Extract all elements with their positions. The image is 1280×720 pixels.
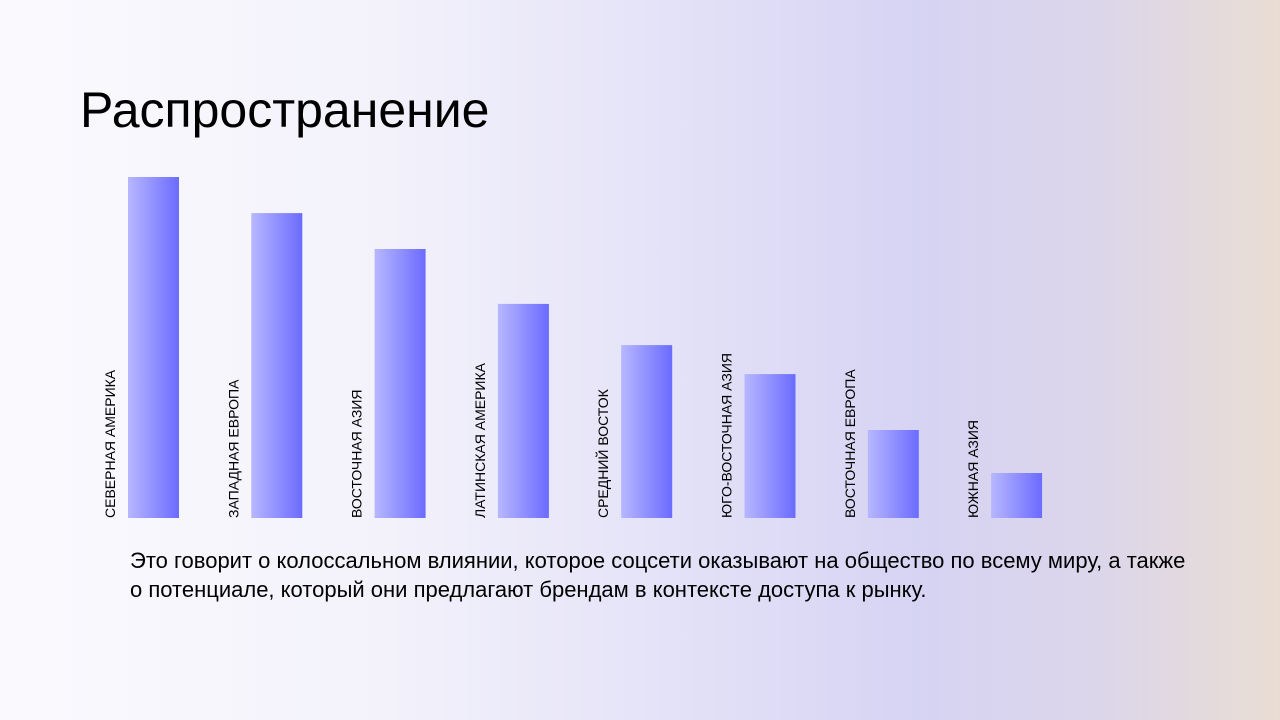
category-label-8: ЮЖНАЯ АЗИЯ <box>965 420 981 518</box>
bar-8 <box>991 473 1043 518</box>
category-label-5: СРЕДНИЙ ВОСТОК <box>594 388 611 518</box>
category-label-4: ЛАТИНСКАЯ АМЕРИКА <box>472 362 488 518</box>
bar-3 <box>374 249 426 518</box>
bar-4 <box>497 303 549 518</box>
slide-title: Распространение <box>80 82 490 138</box>
slide-caption: Это говорит о колоссальном влиянии, кото… <box>130 548 1186 602</box>
category-label-2: ЗАПАДНАЯ ЕВРОПА <box>225 379 241 518</box>
bar-2 <box>251 213 303 518</box>
bar-6 <box>744 374 796 518</box>
bar-1 <box>128 177 179 518</box>
bar-7 <box>867 430 919 518</box>
category-label-6: ЮГО-ВОСТОЧНАЯ АЗИЯ <box>719 353 735 518</box>
bar-5 <box>621 345 673 518</box>
category-label-7: ВОСТОЧНАЯ ЕВРОПА <box>842 369 858 518</box>
category-label-3: ВОСТОЧНАЯ АЗИЯ <box>349 389 365 518</box>
category-label-1: СЕВЕРНАЯ АМЕРИКА <box>102 369 118 518</box>
